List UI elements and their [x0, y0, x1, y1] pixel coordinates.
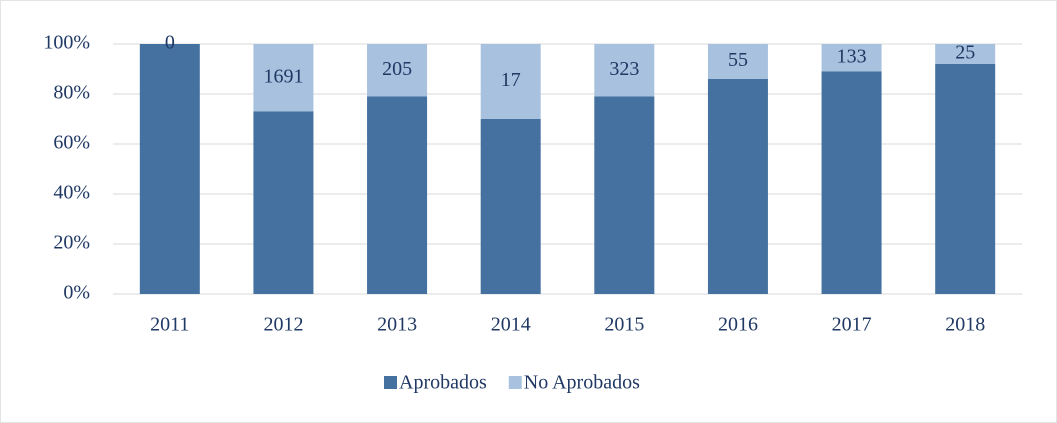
- legend-swatch: [508, 376, 522, 389]
- data-label: 133: [837, 45, 867, 67]
- bar-segment: [480, 119, 541, 294]
- x-tick-label: 2014: [491, 314, 531, 336]
- x-tick-label: 2011: [150, 314, 189, 336]
- x-tick-label: 2017: [832, 314, 872, 336]
- x-tick-label: 2016: [718, 314, 758, 336]
- bar-segment: [367, 44, 428, 97]
- y-tick-label: 0%: [63, 282, 90, 304]
- bar-segment: [139, 44, 200, 294]
- bar-segment: [935, 44, 996, 64]
- legend-label: Aprobados: [399, 372, 487, 394]
- data-label: 1691: [263, 65, 303, 87]
- bar-segment: [594, 44, 655, 97]
- y-tick-label: 100%: [43, 32, 90, 54]
- legend-swatch: [384, 376, 397, 389]
- x-tick-label: 2018: [945, 314, 985, 336]
- data-label: 55: [728, 49, 748, 71]
- bar-segment: [707, 79, 768, 294]
- bar-segment: [253, 111, 314, 294]
- x-tick-label: 2013: [377, 314, 417, 336]
- legend-label: No Aprobados: [524, 372, 640, 394]
- bar-segment: [821, 44, 882, 72]
- data-label: 323: [609, 58, 639, 80]
- bar-segment: [594, 96, 655, 294]
- bar-segment: [935, 64, 996, 294]
- y-tick-label: 60%: [53, 132, 90, 154]
- bar-segment: [367, 96, 428, 294]
- bar-segment: [821, 71, 882, 294]
- bar-segment: [707, 44, 768, 79]
- bar-segment: [253, 44, 314, 112]
- data-label: 17: [501, 69, 521, 91]
- y-tick-label: 40%: [53, 182, 90, 204]
- data-label: 25: [955, 42, 975, 64]
- x-tick-label: 2015: [604, 314, 644, 336]
- x-tick-label: 2012: [263, 314, 303, 336]
- y-tick-label: 20%: [53, 232, 90, 254]
- bar-segment: [480, 44, 541, 119]
- data-label: 205: [382, 58, 412, 80]
- y-tick-label: 80%: [53, 82, 90, 104]
- data-label: 0: [165, 32, 175, 54]
